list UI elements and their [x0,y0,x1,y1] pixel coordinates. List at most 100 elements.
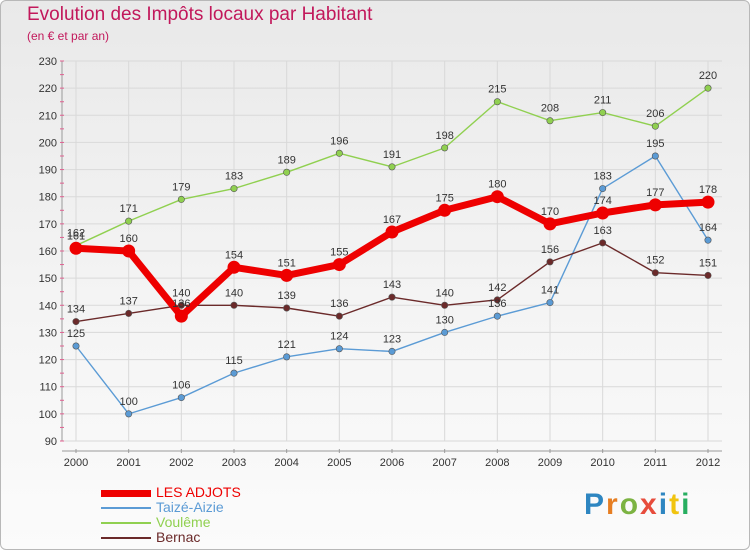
y-tick-label: 170 [39,219,57,231]
x-tick-label: 2000 [64,457,88,469]
data-point-bernac [125,309,133,317]
data-point-bernac [388,293,396,301]
data-label-voul-me: 179 [172,181,190,193]
data-label-taiz-aizie: 121 [277,339,295,351]
x-tick-label: 2008 [485,457,509,469]
data-point-taiz-aizie [72,342,80,350]
chart-subtitle: (en € et par an) [27,29,110,43]
legend-swatch-voul-me [101,522,151,524]
legend-label-bernac: Bernac [156,529,201,545]
logo-letter: x [640,488,659,521]
data-label-voul-me: 206 [646,108,664,120]
data-label-bernac: 143 [383,279,401,291]
x-tick-label: 2005 [327,457,351,469]
x-tick-label: 2004 [274,457,298,469]
chart-title: Evolution des Impôts locaux par Habitant [27,4,373,25]
data-point-voul-me [388,163,396,171]
data-label-bernac: 134 [67,304,85,316]
logo-letter: t [669,488,682,521]
data-label-taiz-aizie: 195 [646,138,664,150]
data-point-les-adjots [385,225,399,239]
data-label-voul-me: 162 [67,228,85,240]
data-label-voul-me: 196 [330,135,348,147]
data-point-les-adjots [227,260,241,274]
data-point-bernac [704,271,712,279]
data-point-taiz-aizie [388,347,396,355]
data-point-bernac [441,301,449,309]
data-point-voul-me [335,149,343,157]
x-tick-label: 2009 [538,457,562,469]
data-label-bernac: 136 [330,298,348,310]
data-label-les-adjots: 180 [488,179,506,191]
legend-label-taiz-aizie: Taizé-Aizie [156,499,224,515]
data-label-taiz-aizie: 183 [593,171,611,183]
data-label-les-adjots: 161 [67,230,85,242]
data-point-les-adjots [596,206,610,220]
logo-letter: i [658,488,670,521]
data-point-les-adjots [122,244,136,258]
data-label-voul-me: 171 [119,203,137,215]
y-tick-label: 90 [45,436,57,448]
legend-item-taiz-aizie: Taizé-Aizie [101,500,321,515]
data-label-les-adjots: 155 [330,247,348,259]
data-point-voul-me [704,84,712,92]
x-tick-label: 2001 [116,457,140,469]
data-label-bernac: 152 [646,255,664,267]
data-point-bernac [230,301,238,309]
data-point-bernac [177,301,185,309]
data-label-taiz-aizie: 115 [225,355,243,367]
data-point-voul-me [283,168,291,176]
data-label-voul-me: 198 [435,130,453,142]
y-tick-label: 160 [39,246,57,258]
data-point-les-adjots [648,198,662,212]
data-point-les-adjots [701,195,715,209]
data-label-les-adjots: 136 [172,298,190,310]
legend-item-les-adjots: LES ADJOTS [101,485,321,500]
data-point-les-adjots [438,203,452,217]
data-point-les-adjots [332,258,346,272]
data-point-les-adjots [490,190,504,204]
data-point-taiz-aizie [125,410,133,418]
data-label-voul-me: 189 [277,154,295,166]
data-point-voul-me [546,117,554,125]
x-tick-label: 2012 [696,457,720,469]
data-point-bernac [335,312,343,320]
data-label-voul-me: 208 [541,103,559,115]
proxiti-logo: Proxiti [584,488,691,522]
data-label-bernac: 137 [119,295,137,307]
data-point-voul-me [441,144,449,152]
data-point-voul-me [125,217,133,225]
data-point-bernac [546,258,554,266]
x-tick-label: 2002 [169,457,193,469]
data-label-les-adjots: 177 [646,187,664,199]
y-tick-label: 110 [39,382,57,394]
data-label-taiz-aizie: 141 [541,285,559,297]
data-label-taiz-aizie: 106 [172,380,190,392]
data-label-taiz-aizie: 130 [435,314,453,326]
legend-swatch-bernac [101,537,151,539]
data-label-taiz-aizie: 125 [67,328,85,340]
data-point-les-adjots [543,217,557,231]
data-label-les-adjots: 178 [699,184,717,196]
data-label-bernac: 163 [593,225,611,237]
data-label-les-adjots: 160 [119,233,137,245]
series-bernac [72,239,712,326]
data-label-voul-me: 215 [488,84,506,96]
data-point-les-adjots [280,268,294,282]
data-point-taiz-aizie [177,394,185,402]
data-label-les-adjots: 175 [435,192,453,204]
data-point-taiz-aizie [441,328,449,336]
y-tick-label: 200 [39,137,57,149]
data-label-les-adjots: 167 [383,214,401,226]
data-point-les-adjots [174,309,188,323]
data-label-taiz-aizie: 164 [699,222,717,234]
data-point-taiz-aizie [283,353,291,361]
legend-label-les-adjots: LES ADJOTS [156,484,241,500]
data-point-taiz-aizie [230,369,238,377]
y-tick-label: 180 [39,192,57,204]
data-point-taiz-aizie [335,345,343,353]
legend-item-voul-me: Voulême [101,515,321,530]
series-taiz-aizie [72,152,712,418]
logo-letter: r [606,488,620,521]
